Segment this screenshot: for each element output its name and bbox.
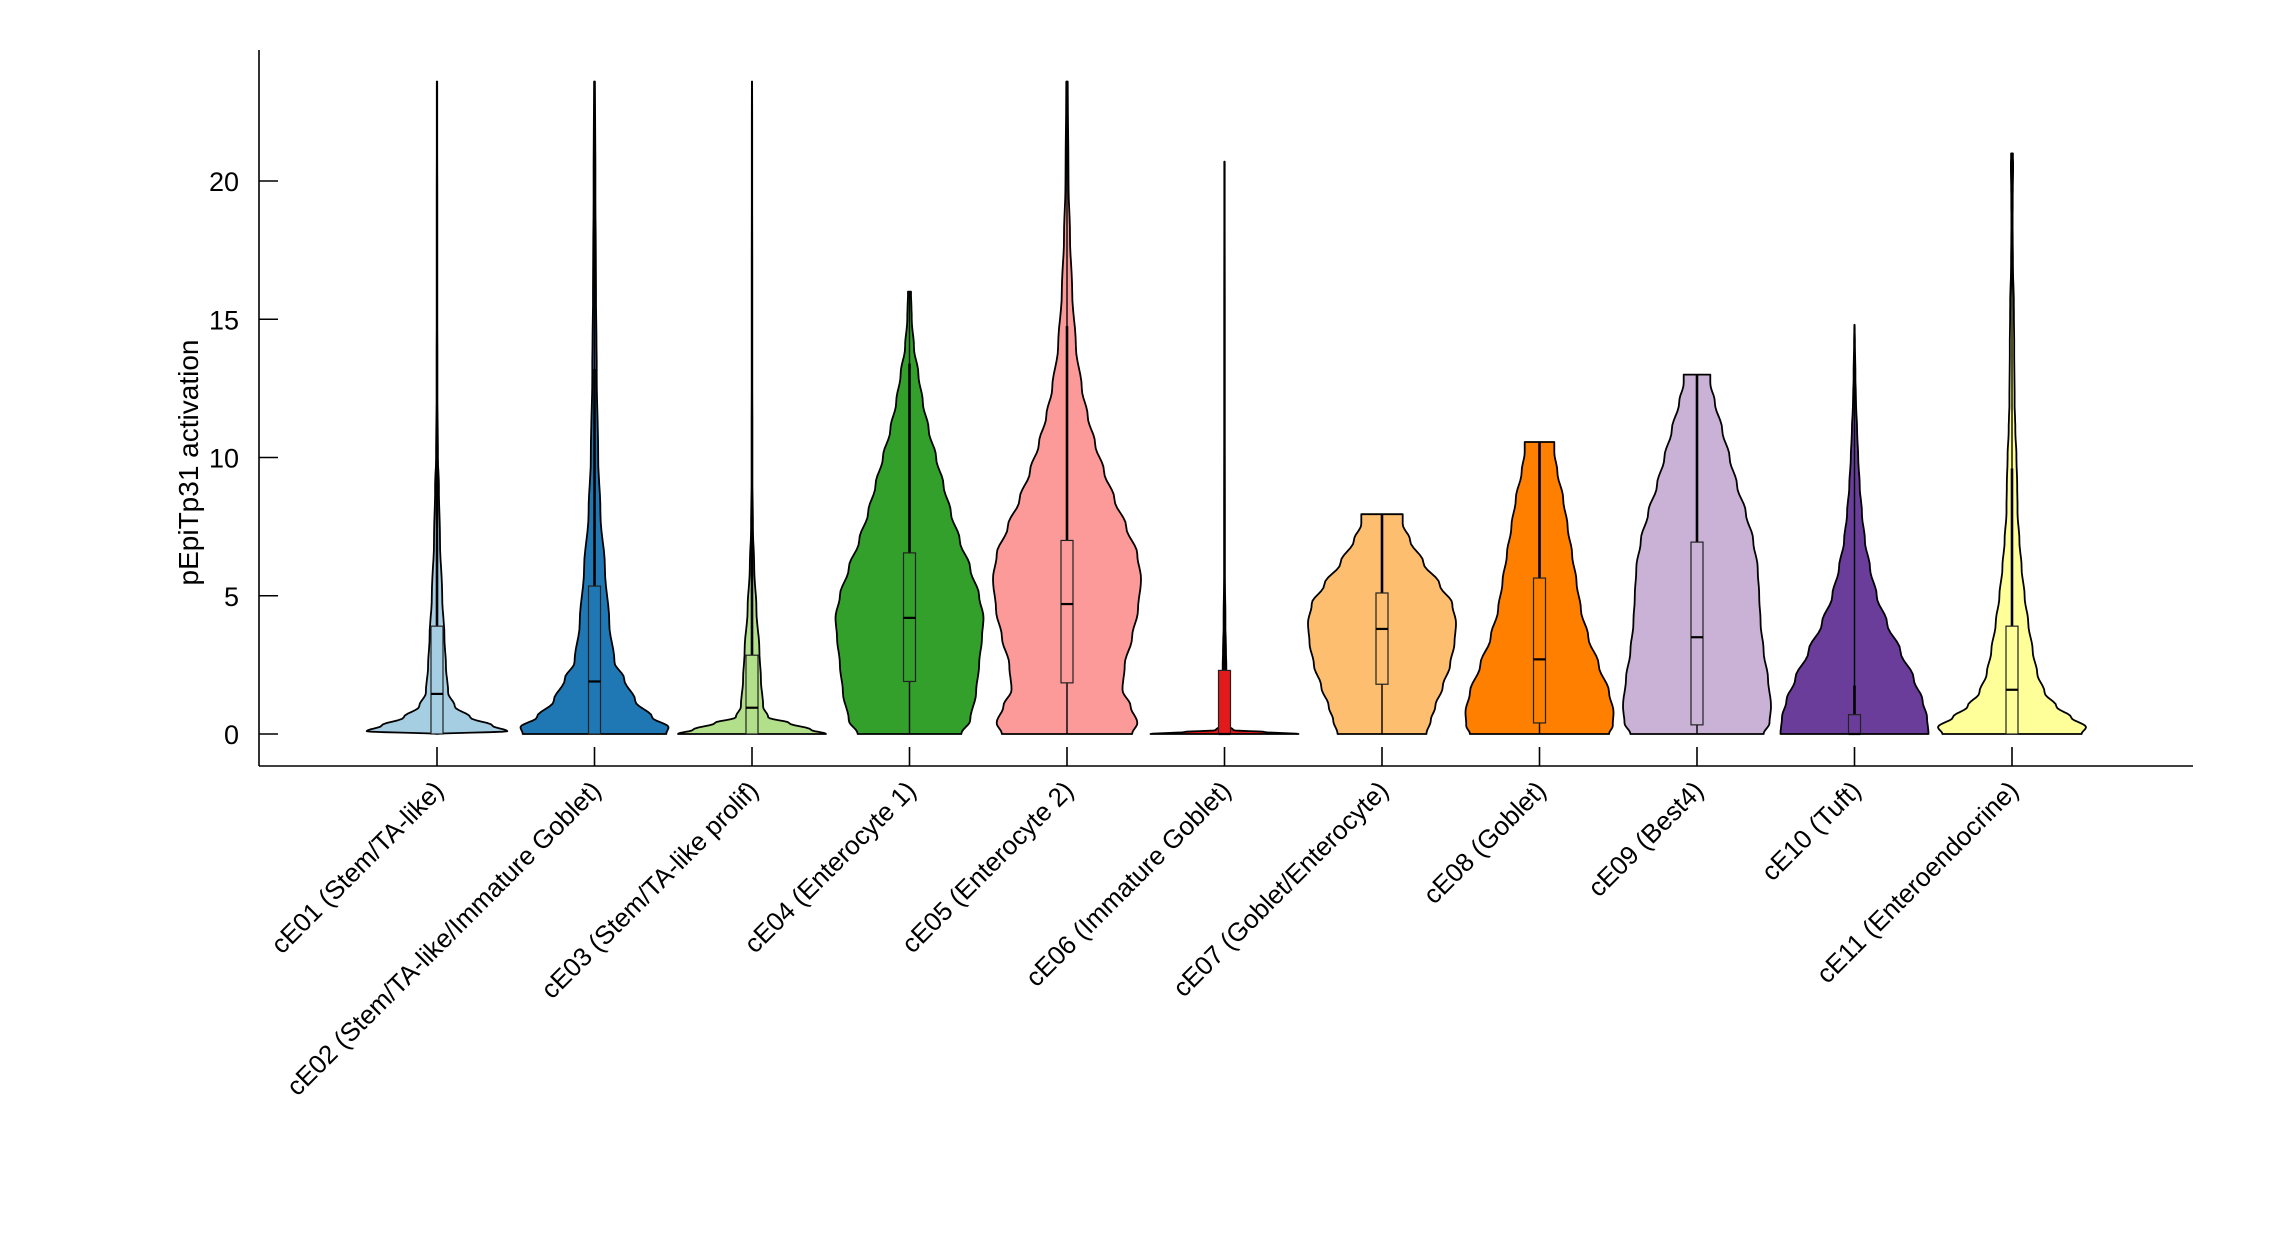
axes-group: 0 5 10 15 20 cE01 (Stem/TA-like)cE02 (Stem/T… (209, 50, 2193, 1101)
violin-5 (992, 80, 1142, 735)
violin-6 (1149, 160, 1300, 736)
x-tick-label: cE09 (Best4) (1582, 775, 1709, 902)
violin-1 (365, 80, 509, 735)
violin-7 (1307, 513, 1457, 735)
iqr-box (1060, 539, 1074, 684)
x-ticks: cE01 (Stem/TA-like)cE02 (Stem/TA-like/Im… (265, 747, 2024, 1101)
x-tick-label: cE02 (Stem/TA-like/Immature Goblet) (280, 775, 606, 1101)
iqr-box (587, 585, 602, 735)
iqr-box (1532, 577, 1547, 724)
iqr-box (2005, 625, 2019, 735)
iqr-box (430, 625, 444, 735)
y-tick-label: 15 (209, 305, 239, 335)
x-tick-label: cE08 (Goblet) (1417, 775, 1552, 910)
iqr-box (1847, 714, 1862, 735)
x-tick-label: cE04 (Enterocyte 1) (738, 775, 922, 959)
violin-11 (1937, 152, 2087, 735)
y-tick-label: 0 (224, 720, 239, 750)
violin-3 (677, 80, 827, 735)
iqr-box (745, 654, 759, 735)
iqr-box (1690, 541, 1704, 726)
iqr-box (1217, 669, 1232, 735)
violins-group (365, 80, 2087, 736)
y-ticks: 0 5 10 15 20 (209, 167, 278, 750)
violin-9 (1622, 373, 1772, 735)
iqr-box (1375, 592, 1389, 685)
violin-4 (834, 290, 985, 735)
violin-8 (1464, 441, 1615, 735)
x-tick-label: cE05 (Enterocyte 2) (896, 775, 1080, 959)
y-tick-label: 20 (209, 167, 239, 197)
y-axis-title: pEpiTp31 activation (173, 340, 204, 586)
y-tick-label: 10 (209, 444, 239, 474)
x-tick-label: cE10 (Tuft) (1755, 775, 1866, 886)
violin-10 (1779, 323, 1930, 736)
violin-2 (519, 80, 670, 735)
x-tick-label: cE01 (Stem/TA-like) (265, 775, 449, 959)
y-tick-label: 5 (224, 582, 239, 612)
